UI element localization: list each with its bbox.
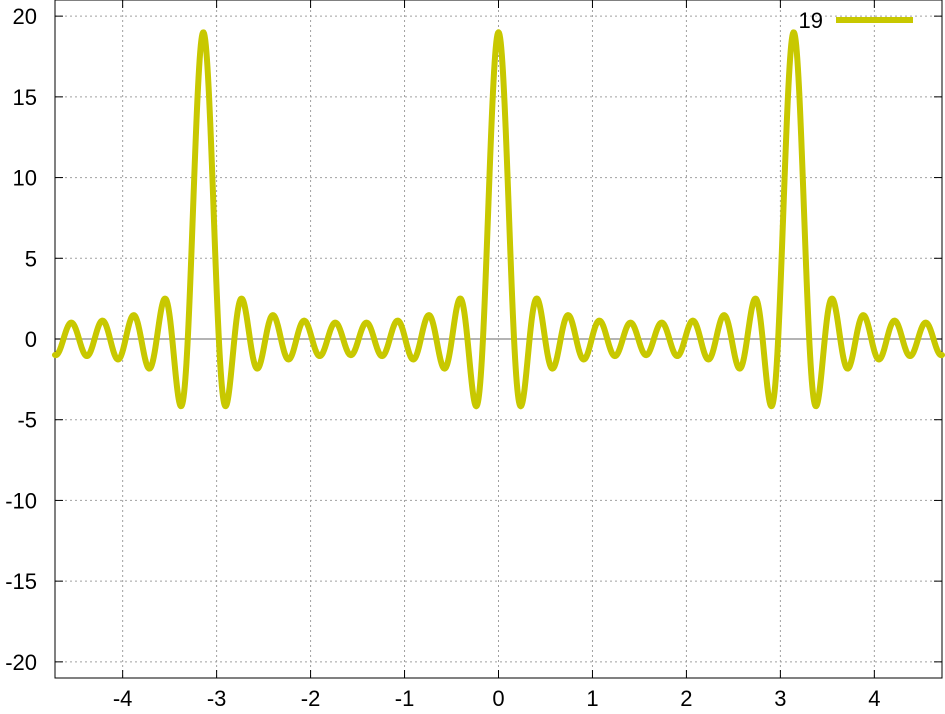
axis-ticks — [55, 0, 942, 678]
x-tick-label: 0 — [492, 686, 504, 711]
y-tick-label: -15 — [5, 569, 37, 594]
x-tick-label: -3 — [207, 686, 227, 711]
y-tick-label: 15 — [13, 85, 37, 110]
y-tick-label: 20 — [13, 4, 37, 29]
y-tick-label: 5 — [25, 246, 37, 271]
y-tick-label: 10 — [13, 166, 37, 191]
x-tick-label: 3 — [774, 686, 786, 711]
series-layer — [52, 29, 945, 410]
x-tick-label: 4 — [868, 686, 880, 711]
legend-label-19: 19 — [799, 8, 823, 33]
x-tick-label: -2 — [301, 686, 321, 711]
legend: 19 — [799, 8, 913, 33]
grid — [55, 0, 942, 678]
x-tick-label: 1 — [586, 686, 598, 711]
y-tick-label: -20 — [5, 650, 37, 675]
x-axis-tick-labels: -4 -3 -2 -1 0 1 2 3 4 — [113, 686, 881, 711]
series-line-19 — [52, 29, 945, 410]
y-tick-label: -5 — [17, 408, 37, 433]
y-axis-tick-labels: -20 -15 -10 -5 0 5 10 15 20 — [5, 4, 37, 675]
y-tick-label: -10 — [5, 488, 37, 513]
y-tick-label: 0 — [25, 327, 37, 352]
x-tick-label: -4 — [113, 686, 133, 711]
x-tick-label: -1 — [395, 686, 415, 711]
x-tick-label: 2 — [680, 686, 692, 711]
